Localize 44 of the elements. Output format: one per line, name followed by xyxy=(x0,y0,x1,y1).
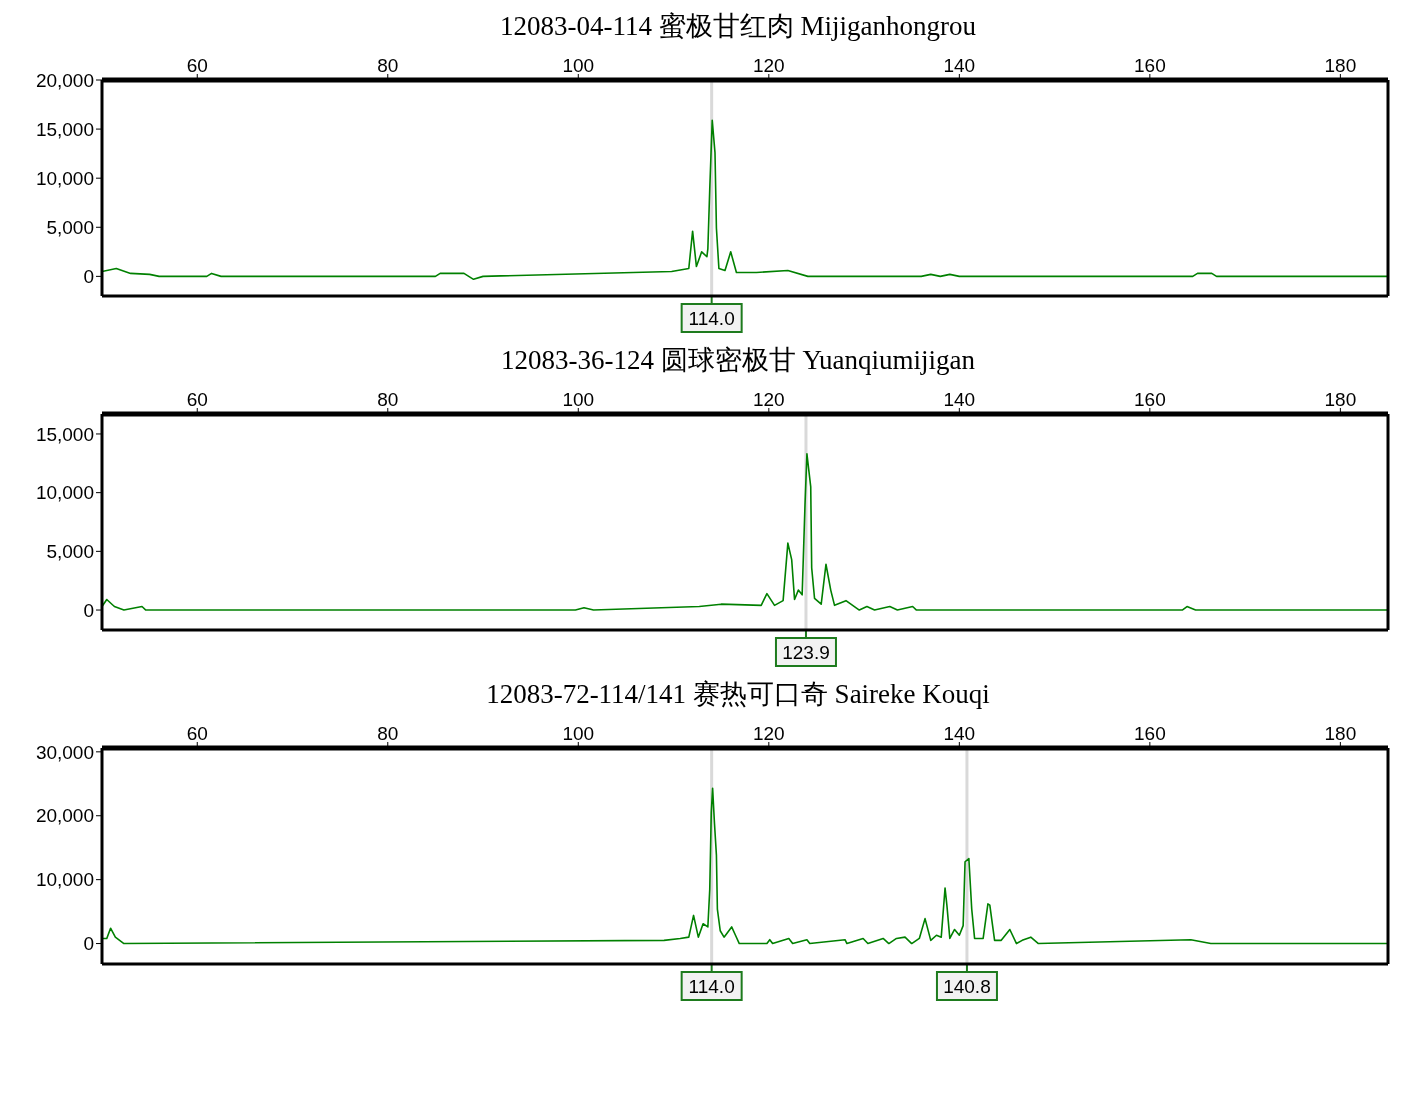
x-tick-label: 140 xyxy=(943,389,976,410)
x-tick-label: 180 xyxy=(1324,389,1357,410)
y-tick-label: 5,000 xyxy=(46,217,94,239)
ref-line-label: 114.0 xyxy=(688,976,735,997)
x-tick-label: 60 xyxy=(186,723,208,744)
line-series xyxy=(102,119,1388,281)
x-tick-label: 120 xyxy=(752,723,785,744)
chart-title: 12083-04-114 蜜极甘红肉 Mijiganhongrou xyxy=(499,10,977,42)
y-tick-label: 10,000 xyxy=(35,869,94,891)
y-tick-label: 15,000 xyxy=(35,423,94,445)
chart-title: 12083-36-124 圆球密极甘 Yuanqiumijigan xyxy=(500,344,976,376)
y-tick-label: 20,000 xyxy=(35,69,94,91)
x-tick-label: 60 xyxy=(186,389,208,410)
ref-line-label: 114.0 xyxy=(688,308,735,329)
ref-line-label: 123.9 xyxy=(782,642,830,663)
chart-title: 12083-72-114/141 赛热可口奇 Saireke Kouqi xyxy=(485,678,991,710)
line-series xyxy=(102,787,1388,945)
y-tick-label: 5,000 xyxy=(46,541,94,563)
x-tick-label: 80 xyxy=(377,389,399,410)
x-tick-label: 180 xyxy=(1324,55,1357,76)
x-tick-label: 120 xyxy=(752,389,785,410)
y-tick-label: 0 xyxy=(83,599,94,621)
x-tick-label: 160 xyxy=(1134,723,1166,744)
x-tick-label: 140 xyxy=(943,55,976,76)
y-tick-label: 0 xyxy=(83,266,94,288)
x-tick-label: 80 xyxy=(377,55,399,76)
x-tick-label: 80 xyxy=(377,723,399,744)
y-tick-label: 30,000 xyxy=(35,741,94,763)
x-tick-label: 140 xyxy=(943,723,976,744)
x-tick-label: 100 xyxy=(562,55,595,76)
line-series xyxy=(102,453,1388,611)
y-tick-label: 10,000 xyxy=(35,167,94,189)
x-tick-label: 120 xyxy=(752,55,785,76)
ref-line-label: 140.8 xyxy=(943,976,991,997)
x-tick-label: 60 xyxy=(186,55,208,76)
x-tick-label: 100 xyxy=(562,389,595,410)
y-tick-label: 10,000 xyxy=(35,482,94,504)
x-tick-label: 160 xyxy=(1134,55,1166,76)
x-tick-label: 100 xyxy=(562,723,595,744)
y-tick-label: 0 xyxy=(83,933,94,955)
x-tick-label: 180 xyxy=(1324,723,1357,744)
x-tick-label: 160 xyxy=(1134,389,1166,410)
y-tick-label: 20,000 xyxy=(35,805,94,827)
y-tick-label: 15,000 xyxy=(35,118,94,140)
